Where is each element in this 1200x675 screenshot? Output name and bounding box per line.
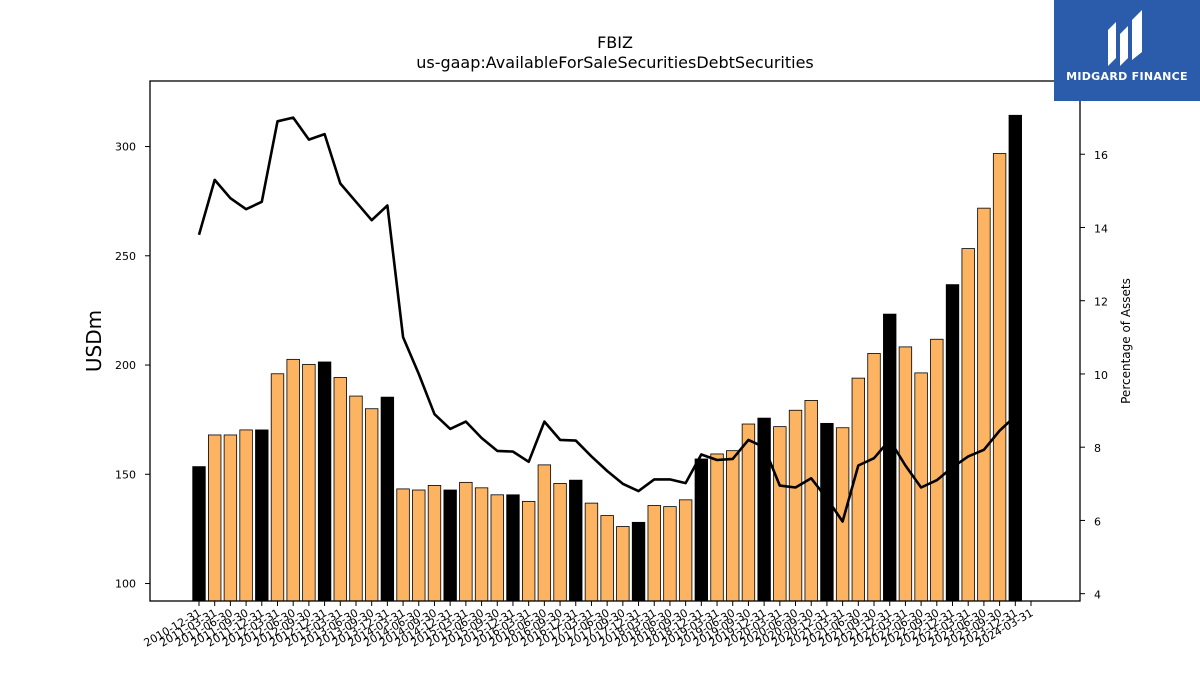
bar-2011-09-30 (239, 429, 253, 602)
y-tick-label-right: 14 (1094, 222, 1108, 235)
bar-2022-09-30 (930, 338, 944, 602)
bar-2016-12-31 (569, 479, 583, 602)
bar-2018-06-30 (663, 506, 677, 602)
bar-2019-09-30 (741, 423, 756, 602)
bar-2020-09-30 (804, 400, 818, 602)
bar-2015-12-31 (506, 494, 520, 602)
chart-title: FBIZ (597, 33, 633, 52)
bar-2012-06-30 (286, 358, 300, 602)
bar-2014-09-30 (427, 485, 442, 602)
bar-2023-03-31 (961, 248, 975, 602)
y-tick-label-right: 16 (1094, 149, 1108, 162)
bar-2021-06-30 (851, 377, 865, 602)
bar-2013-03-31 (333, 377, 347, 602)
bar-2012-12-31 (317, 361, 332, 602)
bar-2010-12-31 (192, 466, 206, 602)
bar-2016-09-30 (553, 483, 567, 602)
bar-2015-09-30 (490, 494, 504, 602)
bar-2014-03-31 (396, 488, 410, 602)
chart-subtitle: us-gaap:AvailableForSaleSecuritiesDebtSe… (416, 53, 814, 72)
logo-mark-icon (1108, 10, 1142, 66)
bar-2023-06-30 (977, 207, 991, 602)
axes: 100150200250300468101214162010-12-312011… (115, 80, 1108, 650)
brand-logo: MIDGARD FINANCE (1054, 0, 1200, 101)
y-tick-label-left: 100 (115, 578, 136, 591)
bar-2017-06-30 (600, 515, 614, 602)
bar-2020-06-30 (788, 409, 803, 602)
bar-2023-09-30 (992, 153, 1007, 602)
bar-2020-03-31 (773, 426, 787, 602)
plot-frame (149, 80, 1081, 602)
bar-2013-12-31 (380, 396, 395, 602)
y-axis-label-right: Percentage of Assets (1119, 278, 1133, 404)
bar-2018-12-31 (694, 458, 709, 602)
line-layer (197, 116, 1017, 523)
bar-2012-03-31 (270, 373, 285, 602)
bar-2014-06-30 (412, 489, 426, 602)
y-tick-label-right: 6 (1094, 515, 1101, 528)
bar-2011-03-31 (208, 434, 222, 602)
bar-2022-03-31 (898, 346, 913, 602)
logo-text: MIDGARD FINANCE (1066, 70, 1188, 83)
percentage-line (197, 116, 1017, 523)
bar-2013-09-30 (364, 408, 379, 602)
bar-2014-12-31 (443, 489, 457, 602)
bars-group (192, 114, 1022, 602)
y-tick-label-right: 12 (1094, 296, 1108, 309)
y-axis-label-left: USDm (82, 310, 106, 372)
bar-2019-03-31 (710, 453, 724, 602)
bar-2011-12-31 (255, 429, 269, 602)
y-tick-label-right: 8 (1094, 442, 1101, 455)
y-tick-label-right: 10 (1094, 369, 1108, 382)
bar-2016-03-31 (521, 500, 536, 602)
bar-2018-09-30 (678, 499, 693, 602)
y-tick-label-left: 150 (115, 468, 136, 481)
bar-2019-06-30 (726, 450, 740, 602)
bar-2012-09-30 (302, 363, 316, 602)
bar-2017-09-30 (616, 526, 630, 602)
bar-2021-12-31 (883, 313, 897, 602)
bar-2017-12-31 (631, 521, 646, 602)
bar-2015-03-31 (459, 481, 473, 602)
bar-2020-12-31 (820, 422, 834, 602)
bar-2016-06-30 (537, 464, 552, 602)
bar-2021-09-30 (867, 353, 881, 602)
bar-2017-03-31 (584, 502, 599, 602)
y-tick-label-left: 250 (115, 250, 136, 263)
bar-2023-12-31 (1008, 114, 1022, 602)
y-tick-label-left: 300 (115, 141, 136, 154)
bar-2011-06-30 (223, 434, 238, 602)
bar-2015-06-30 (474, 487, 489, 602)
bar-2022-12-31 (945, 284, 960, 602)
bar-2013-06-30 (349, 395, 363, 602)
y-tick-label-left: 200 (115, 359, 136, 372)
y-tick-label-right: 4 (1094, 589, 1101, 602)
bar-2018-03-31 (647, 505, 661, 602)
